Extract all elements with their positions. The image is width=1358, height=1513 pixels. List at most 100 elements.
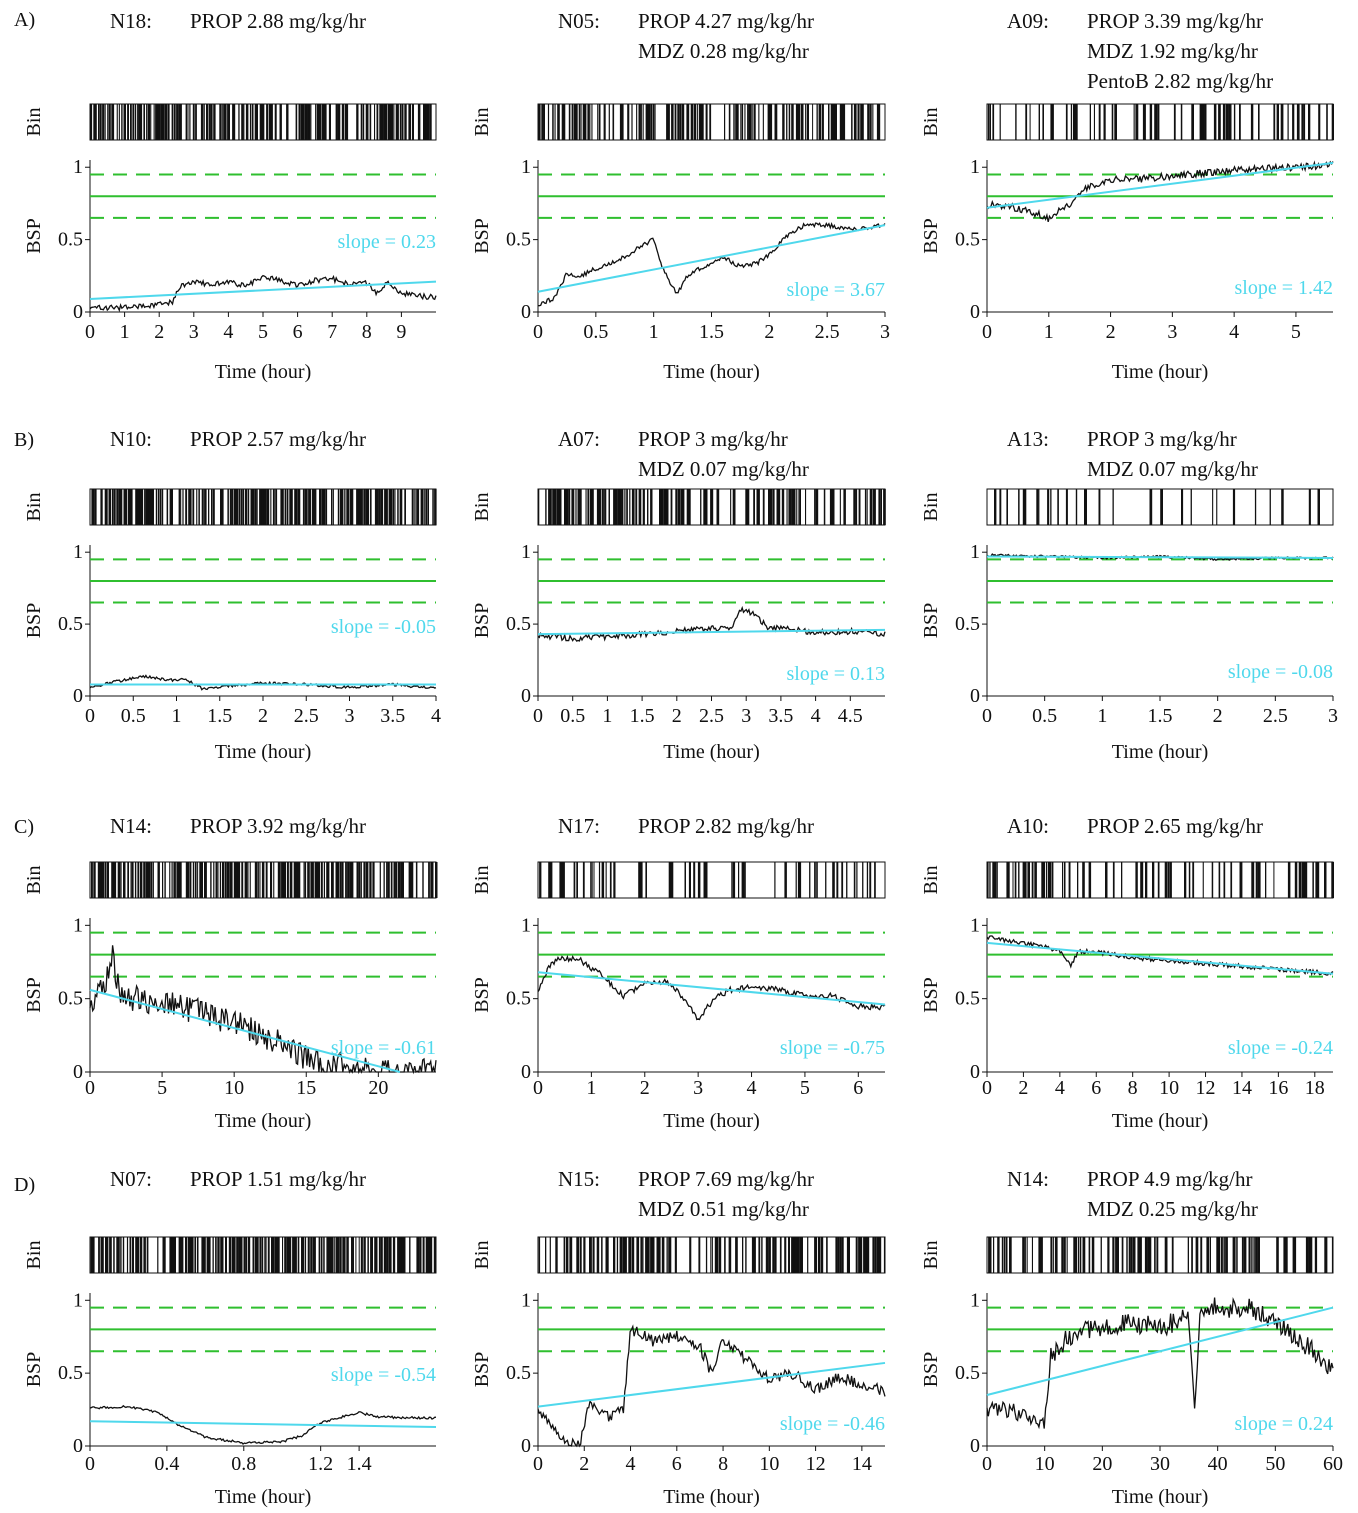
bin-bar [228,1237,232,1273]
bin-bar [1273,862,1275,898]
bin-bar [1105,862,1108,898]
bin-bar [328,1237,332,1273]
bin-bar [298,104,301,140]
bin-bar [619,489,622,525]
bin-bar [231,1237,235,1273]
bin-bar [624,489,626,525]
bin-bar [571,104,574,140]
bin-bar [997,1237,1000,1273]
bin-bar [326,1237,330,1273]
x-tick-label: 10 [1159,1077,1179,1099]
bin-bar [1027,862,1030,898]
bin-bar [818,104,821,140]
bin-bar [613,862,616,898]
fit-line [986,941,1334,975]
bin-bar [249,104,252,140]
bin-bar [113,862,117,898]
bin-bar [548,862,551,898]
bin-bar [799,862,802,898]
bin-bar [1216,489,1218,525]
drug-dose: PROP 2.65 mg/kg/hr [1087,814,1263,838]
bin-bar [784,1237,787,1273]
bin-bar [129,1237,132,1273]
bin-bar [735,104,738,140]
slope-label: slope = -0.46 [780,1413,885,1435]
bin-bar [652,104,655,140]
bin-bar [263,489,266,525]
bin-bar [160,104,163,140]
bin-bar [180,862,182,898]
bin-bar [874,1237,877,1273]
bin-bar [1128,1237,1131,1273]
bin-bar [238,489,241,525]
bin-bar [150,489,153,525]
bin-bar [670,1237,672,1273]
bin-bar [90,1237,94,1273]
bin-bar [189,1237,193,1273]
bin-bar [1140,862,1144,898]
bin-bar [642,489,645,525]
bin-bar [323,1237,325,1273]
bin-bar [661,1237,665,1273]
x-tick-label: 8 [362,321,372,343]
bin-bar [166,489,169,525]
bin-bar [232,104,235,140]
bin-bar [865,1237,868,1273]
bin-bar [203,104,205,140]
x-tick-label: 5 [1291,321,1301,343]
bin-bar [797,104,800,140]
bin-bar [768,1237,771,1273]
bin-bar [798,489,800,525]
bin-bar [1010,1237,1012,1273]
x-tick-label: 0 [85,321,95,343]
bin-bar [393,862,396,898]
x-axis-label: Time (hour) [215,1486,311,1508]
bin-bar [425,489,428,525]
x-tick-label: 4 [223,321,233,343]
bin-bar [284,1237,287,1273]
bin-bar [341,489,344,525]
bin-bar [410,862,414,898]
bin-bar [842,104,845,140]
bin-bar [139,862,142,898]
bin-bar [832,489,835,525]
bin-bar [670,489,673,525]
bin-bar [341,862,344,898]
x-tick-label: 3 [1167,321,1177,343]
bin-bar [861,104,864,140]
bin-bar [226,862,230,898]
bin-bar [989,104,991,140]
y-axis-label: BSP [471,1352,493,1388]
bin-bar [332,862,334,898]
bin-bar [369,862,372,898]
bin-bar [651,1237,655,1273]
bin-bar [231,489,233,525]
bin-bar [995,862,997,898]
bin-bar [1298,862,1302,898]
bin-bar [1114,104,1117,140]
bin-bar [700,104,704,140]
bin-bar [397,1237,400,1273]
bin-bar [666,1237,668,1273]
bin-bar [814,489,816,525]
bin-bar [541,104,544,140]
bin-bar [578,104,580,140]
bin-bar [222,104,224,140]
bin-bar [814,862,816,898]
bin-bar [568,104,571,140]
bin-bar [390,862,393,898]
bin-bar [417,104,421,140]
bin-bar [556,1237,558,1273]
bin-bar [342,1237,345,1273]
bin-bar [1078,1237,1080,1273]
y-tick-label: 1 [970,914,980,936]
bin-bar [1075,104,1078,140]
bin-bar [229,489,232,525]
bin-bar [146,104,148,140]
x-tick-label: 4 [1229,321,1239,343]
bin-bar [1225,1237,1228,1273]
bin-bar [279,104,282,140]
bin-bar [625,1237,627,1273]
bsp-trace [537,605,886,642]
